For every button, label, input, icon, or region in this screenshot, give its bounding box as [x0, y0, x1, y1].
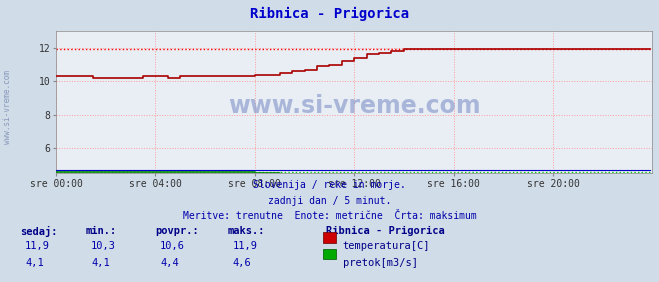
Text: 4,4: 4,4: [160, 258, 179, 268]
Text: 10,6: 10,6: [160, 241, 185, 251]
Text: povpr.:: povpr.:: [155, 226, 198, 235]
Text: Meritve: trenutne  Enote: metrične  Črta: maksimum: Meritve: trenutne Enote: metrične Črta: …: [183, 211, 476, 221]
Text: sedaj:: sedaj:: [20, 226, 57, 237]
Text: 4,6: 4,6: [233, 258, 251, 268]
Text: maks.:: maks.:: [227, 226, 265, 235]
Text: 11,9: 11,9: [233, 241, 258, 251]
Text: Slovenija / reke in morje.: Slovenija / reke in morje.: [253, 180, 406, 190]
Text: 10,3: 10,3: [91, 241, 116, 251]
Text: temperatura[C]: temperatura[C]: [343, 241, 430, 251]
Text: 4,1: 4,1: [25, 258, 43, 268]
Text: zadnji dan / 5 minut.: zadnji dan / 5 minut.: [268, 196, 391, 206]
Text: min.:: min.:: [86, 226, 117, 235]
Text: 11,9: 11,9: [25, 241, 50, 251]
Text: www.si-vreme.com: www.si-vreme.com: [3, 70, 13, 144]
Text: www.si-vreme.com: www.si-vreme.com: [228, 94, 480, 118]
Text: pretok[m3/s]: pretok[m3/s]: [343, 258, 418, 268]
Text: Ribnica - Prigorica: Ribnica - Prigorica: [250, 7, 409, 21]
Text: 4,1: 4,1: [91, 258, 109, 268]
Text: Ribnica - Prigorica: Ribnica - Prigorica: [326, 226, 445, 236]
